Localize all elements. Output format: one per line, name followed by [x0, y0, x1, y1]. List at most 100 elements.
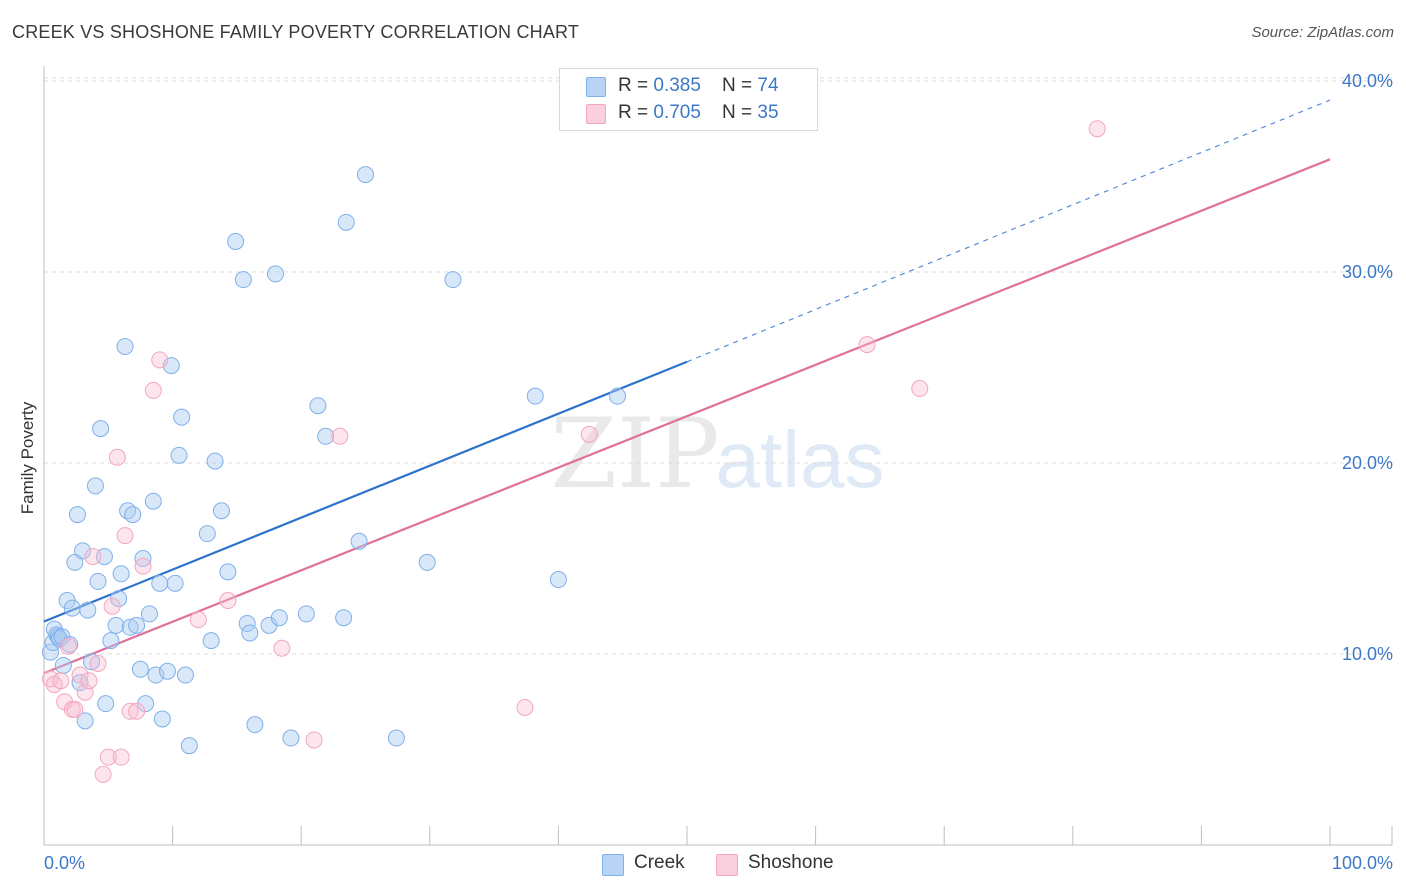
shoshone-point: [121, 702, 139, 720]
x-tick-label-min: 0.0%: [44, 853, 85, 873]
creek-point: [144, 492, 162, 510]
shoshone-point: [219, 592, 237, 610]
creek-r-label: R =: [618, 75, 654, 96]
creek-point: [206, 452, 224, 470]
y-tick-label: 30.0%: [1342, 262, 1393, 282]
creek-point: [350, 532, 368, 550]
shoshone-point: [59, 637, 77, 655]
creek-point: [337, 213, 355, 231]
shoshone-point: [331, 427, 349, 445]
creek-point: [238, 614, 256, 632]
creek-point: [234, 271, 252, 289]
y-tick-label: 40.0%: [1342, 71, 1393, 91]
creek-point: [176, 666, 194, 684]
creek-point: [166, 574, 184, 592]
creek-trend-extension: [686, 99, 1331, 363]
creek-point: [387, 729, 405, 747]
shoshone-point: [112, 748, 130, 766]
axes: [43, 66, 1393, 846]
shoshone-point: [71, 666, 89, 684]
creek-point: [282, 729, 300, 747]
creek-point: [526, 387, 544, 405]
creek-point: [74, 542, 92, 560]
shoshone-r-label: R =: [618, 102, 654, 123]
creek-legend-label: Creek: [634, 852, 685, 873]
shoshone-point: [80, 672, 98, 690]
tick-labels: 10.0% 20.0% 30.0% 40.0% 0.0% 100.0%: [44, 71, 1393, 873]
creek-point: [297, 605, 315, 623]
shoshone-point: [99, 748, 117, 766]
shoshone-point: [66, 700, 84, 718]
creek-point: [170, 446, 188, 464]
creek-point: [121, 618, 139, 636]
y-tick-label: 20.0%: [1342, 453, 1393, 473]
creek-point: [140, 605, 158, 623]
creek-point: [41, 643, 59, 661]
creek-point: [63, 599, 81, 617]
creek-point: [173, 408, 191, 426]
shoshone-point: [116, 527, 134, 545]
x-tick-label-max: 100.0%: [1332, 853, 1393, 873]
creek-point: [95, 548, 113, 566]
shoshone-point: [1088, 120, 1106, 138]
shoshone-point: [52, 672, 70, 690]
creek-point: [212, 502, 230, 520]
creek-point: [549, 571, 567, 589]
trend-lines: [43, 99, 1331, 675]
creek-point: [202, 632, 220, 650]
shoshone-n-label: N =: [722, 102, 758, 123]
shoshone-point: [858, 336, 876, 354]
shoshone-point: [76, 683, 94, 701]
creek-point: [54, 656, 72, 674]
creek-point: [309, 397, 327, 415]
shoshone-r-value: 0.705: [653, 102, 701, 123]
creek-point: [317, 427, 335, 445]
creek-n-label: N =: [722, 75, 758, 96]
shoshone-point: [128, 702, 146, 720]
shoshone-point: [134, 557, 152, 575]
creek-point: [131, 660, 149, 678]
shoshone-swatch: [586, 104, 606, 124]
creek-point: [357, 166, 374, 184]
shoshone-point: [580, 425, 598, 443]
shoshone-point: [89, 655, 107, 673]
y-tick-label: 10.0%: [1342, 644, 1393, 664]
shoshone-n-value: 35: [757, 102, 779, 123]
watermark-zip: ZIP: [550, 398, 719, 510]
creek-point: [107, 616, 125, 634]
creek-point: [97, 695, 115, 713]
y-axis-label: Family Poverty: [18, 401, 37, 515]
shoshone-point: [144, 381, 162, 399]
shoshone-point: [911, 380, 929, 398]
creek-point: [79, 601, 97, 619]
creek-point: [246, 716, 264, 734]
creek-point: [158, 662, 176, 680]
creek-point: [418, 553, 436, 571]
creek-point: [128, 616, 146, 634]
creek-legend-swatch: [602, 854, 624, 876]
shoshone-point: [84, 548, 102, 566]
shoshone-legend-swatch: [716, 854, 738, 876]
creek-trend-line: [43, 360, 688, 623]
shoshone-point: [516, 698, 534, 716]
source-credit: Source: ZipAtlas.com: [1251, 24, 1394, 41]
chart-title: CREEK VS SHOSHONE FAMILY POVERTY CORRELA…: [12, 22, 580, 42]
shoshone-point: [151, 351, 169, 369]
data-points: [41, 120, 1106, 783]
creek-point: [270, 609, 288, 627]
creek-point: [180, 737, 198, 755]
correlation-legend: R = 0.385 N = 74 R = 0.705 N = 35: [559, 68, 818, 131]
creek-point: [609, 387, 627, 405]
creek-point: [83, 653, 101, 671]
creek-point: [116, 337, 134, 355]
creek-point: [76, 712, 94, 730]
grid: [44, 77, 1392, 655]
shoshone-trend-line: [43, 158, 1331, 675]
creek-point: [266, 265, 284, 283]
creek-point: [227, 232, 245, 250]
creek-point: [444, 271, 462, 289]
creek-point: [124, 506, 142, 524]
creek-n-value: 74: [757, 75, 779, 96]
shoshone-point: [94, 765, 112, 783]
shoshone-point: [189, 611, 207, 629]
